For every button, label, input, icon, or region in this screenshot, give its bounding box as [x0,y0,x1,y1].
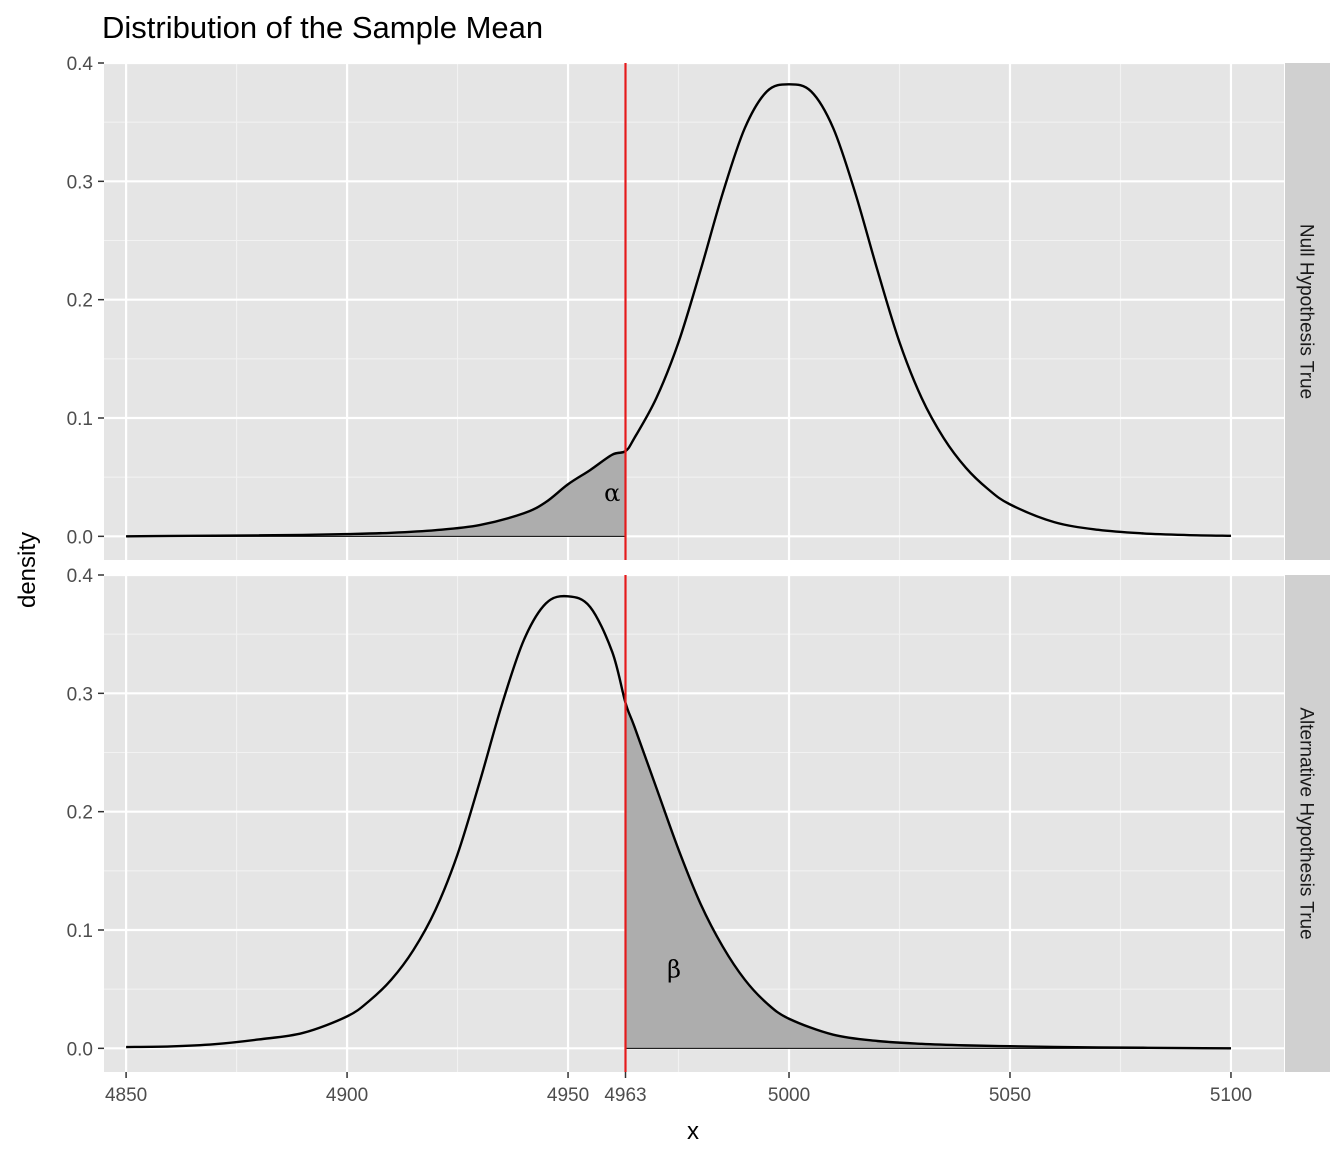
density-curve [126,83,1231,538]
panel-background [104,63,1284,560]
x-axis: 4850 4900 4950 4963 5000 5050 5100 [105,1072,1252,1106]
x-tick-label: 5000 [768,1085,810,1106]
facet-strip [1285,63,1330,560]
x-tick-label: 4850 [105,1085,147,1106]
x-tick-label: 4963 [604,1085,646,1106]
x-tick-label: 4950 [547,1085,589,1106]
facet-panel-null: α 0.0 0.1 0.2 0.3 0.4 Null Hypothesis True [67,54,1330,560]
y-tick-label: 0.1 [67,921,93,942]
y-tick-label: 0.0 [67,527,93,548]
beta-label: β [667,955,681,983]
y-tick-label: 0.0 [67,1039,93,1060]
x-tick-label: 4900 [326,1085,368,1106]
y-tick-label: 0.4 [67,54,94,75]
facet-strip [1285,575,1330,1072]
facet-strip-label: Null Hypothesis True [1296,224,1317,399]
x-tick-label: 5100 [1210,1085,1252,1106]
y-tick-label: 0.1 [67,409,93,430]
y-tick-label: 0.2 [67,291,93,312]
facet-panels: α 0.0 0.1 0.2 0.3 0.4 Null Hypothesis True β 0.0… [67,54,1330,1072]
facet-panel-alternative: β 0.0 0.1 0.2 0.3 0.4 Alternative Hypothesis T… [67,566,1330,1072]
y-tick-label: 0.2 [67,803,93,824]
alpha-label: α [604,479,620,507]
chart-title: Distribution of the Sample Mean [102,10,543,45]
y-axis-title: density [14,532,41,608]
y-tick-label: 0.3 [67,684,93,705]
x-axis-title: x [687,1118,699,1145]
y-tick-label: 0.3 [67,172,93,193]
facet-strip-label: Alternative Hypothesis True [1296,707,1317,939]
x-tick-label: 5050 [989,1085,1031,1106]
y-tick-label: 0.4 [67,566,94,587]
